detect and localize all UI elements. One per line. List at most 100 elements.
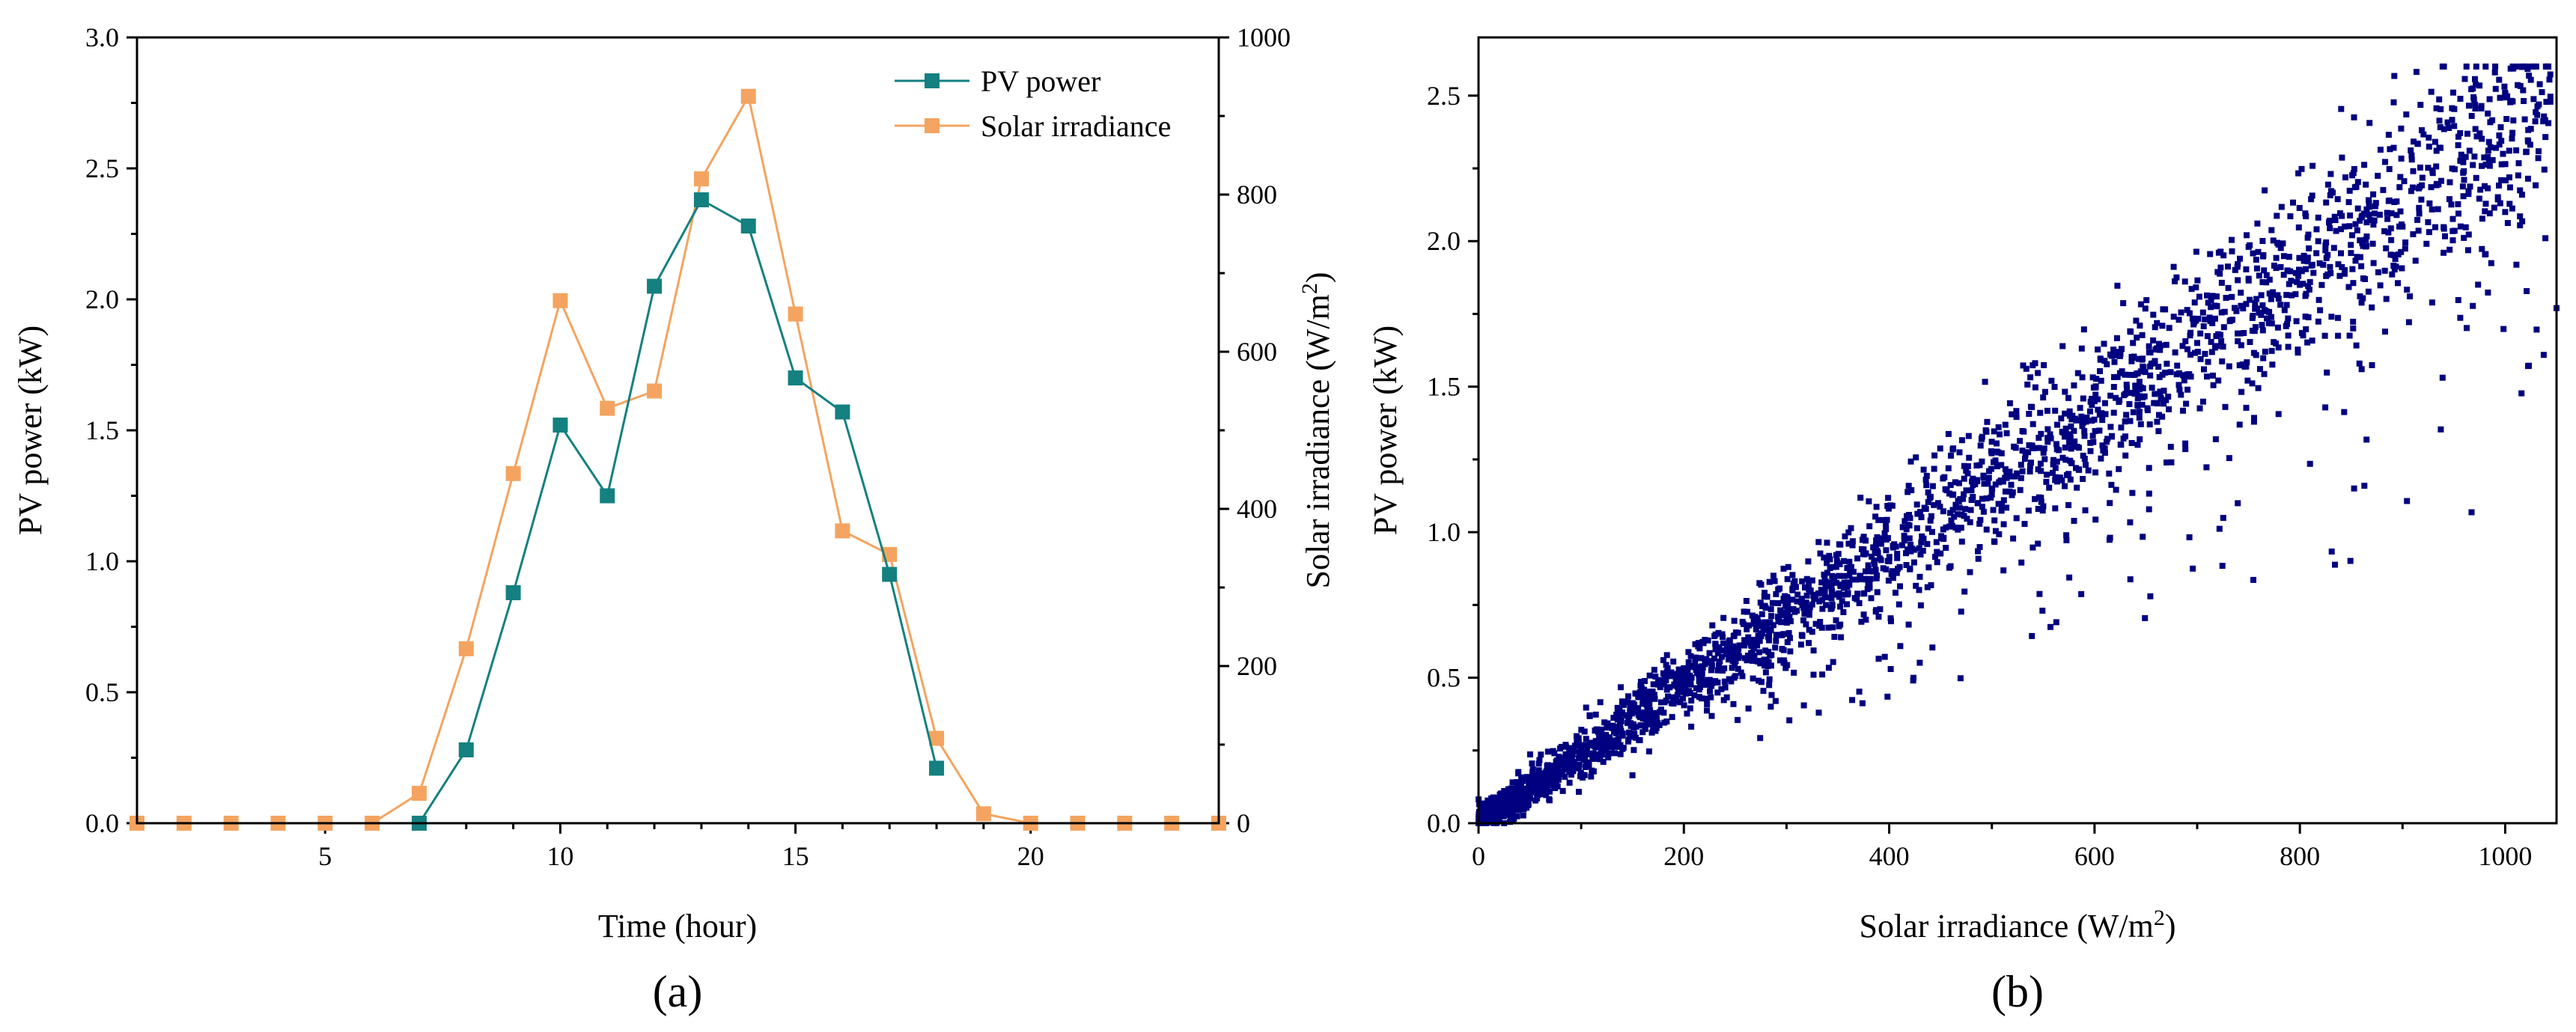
scatter-point bbox=[2155, 428, 2162, 435]
scatter-point bbox=[2146, 343, 2152, 349]
scatter-point bbox=[2534, 103, 2541, 110]
scatter-point bbox=[1704, 701, 1711, 708]
scatter-point bbox=[2251, 415, 2257, 421]
scatter-point bbox=[2041, 456, 2048, 462]
scatter-point bbox=[1927, 517, 1934, 524]
legend-marker-pv-power bbox=[925, 73, 940, 88]
scatter-point bbox=[2268, 314, 2274, 320]
scatter-point bbox=[2527, 126, 2534, 132]
scatter-point bbox=[2046, 484, 2053, 491]
scatter-point bbox=[2543, 99, 2550, 106]
scatter-point bbox=[2075, 466, 2082, 473]
scatter-point bbox=[2076, 445, 2082, 451]
scatter-point bbox=[1910, 674, 1916, 681]
scatter-point bbox=[1807, 587, 1814, 594]
scatter-point bbox=[1994, 440, 2000, 447]
scatter-point bbox=[2487, 144, 2494, 150]
scatter-point bbox=[1583, 749, 1590, 756]
scatter-point bbox=[2142, 369, 2149, 376]
scatter-point bbox=[1546, 796, 1553, 802]
scatter-point bbox=[2416, 210, 2423, 217]
scatter-point bbox=[2309, 338, 2315, 344]
scatter-point bbox=[1975, 500, 1982, 507]
scatter-point bbox=[2081, 428, 2088, 435]
scatter-point bbox=[2107, 534, 2113, 541]
scatter-point bbox=[1991, 428, 1997, 435]
scatter-point bbox=[2287, 213, 2294, 219]
scatter-point bbox=[1582, 742, 1589, 748]
scatter-point bbox=[1977, 516, 1984, 523]
scatter-point bbox=[1676, 677, 1683, 684]
scatter-point bbox=[2234, 263, 2241, 270]
scatter-point bbox=[2174, 362, 2181, 369]
scatter-point bbox=[1858, 618, 1865, 625]
scatter-point bbox=[2389, 271, 2396, 278]
scatter-point bbox=[1687, 690, 1693, 697]
scatter-point bbox=[1991, 538, 1997, 545]
scatter-point bbox=[2041, 388, 2048, 395]
scatter-point bbox=[1645, 721, 1651, 727]
scatter-point bbox=[2062, 410, 2068, 417]
scatter-point bbox=[2038, 468, 2044, 474]
scatter-point bbox=[2473, 63, 2479, 70]
scatter-point bbox=[1800, 617, 1806, 623]
scatter-point bbox=[1920, 466, 1927, 473]
scatter-point bbox=[2202, 350, 2208, 357]
scatter-point bbox=[2524, 175, 2531, 182]
scatter-point bbox=[1657, 684, 1663, 691]
scatter-point bbox=[1508, 798, 1514, 804]
scatter-point bbox=[2182, 440, 2189, 447]
scatter-point bbox=[1962, 506, 1969, 513]
scatter-point bbox=[1785, 608, 1791, 614]
scatter-point bbox=[2038, 430, 2044, 437]
scatter-point bbox=[2235, 338, 2241, 344]
scatter-point bbox=[2122, 371, 2128, 378]
scatter-point bbox=[2333, 228, 2339, 234]
scatter-point bbox=[1964, 516, 1970, 522]
scatter-point bbox=[2107, 500, 2113, 507]
scatter-point bbox=[1699, 671, 1705, 677]
scatter-point bbox=[2304, 258, 2311, 265]
scatter-point bbox=[1869, 553, 1875, 560]
scatter-point bbox=[2305, 283, 2312, 290]
scatter-point bbox=[1529, 760, 1535, 767]
scatter-point bbox=[1591, 742, 1598, 749]
scatter-point bbox=[1842, 533, 1848, 540]
scatter-point bbox=[2515, 172, 2521, 179]
scatter-point bbox=[2323, 239, 2330, 245]
scatter-point bbox=[1968, 497, 1975, 504]
scatter-point bbox=[2398, 155, 2405, 162]
scatter-point bbox=[1856, 688, 1863, 695]
scatter-point bbox=[1905, 621, 1912, 628]
scatter-point bbox=[2415, 228, 2422, 234]
scatter-point bbox=[2466, 103, 2472, 109]
scatter-point bbox=[2315, 296, 2322, 303]
scatter-point bbox=[2468, 112, 2475, 119]
scatter-point bbox=[1767, 619, 1773, 626]
scatter-point bbox=[2363, 181, 2369, 188]
scatter-point bbox=[1577, 742, 1584, 749]
scatter-point bbox=[2129, 489, 2136, 496]
scatter-point bbox=[2440, 249, 2447, 256]
scatter-point bbox=[2366, 120, 2373, 126]
scatter-point bbox=[1806, 626, 1812, 633]
scatter-point bbox=[2496, 141, 2503, 148]
scatter-point bbox=[2080, 476, 2086, 482]
scatter-point bbox=[2349, 266, 2356, 272]
scatter-point bbox=[2208, 304, 2214, 311]
scatter-point bbox=[1630, 747, 1637, 754]
scatter-point bbox=[1773, 590, 1779, 597]
scatter-point bbox=[2255, 385, 2262, 391]
scatter-point bbox=[1845, 529, 1852, 536]
scatter-point bbox=[2501, 83, 2508, 90]
scatter-point bbox=[1837, 541, 1844, 548]
scatter-point bbox=[1685, 659, 1692, 665]
scatter-point bbox=[1794, 598, 1800, 605]
scatter-point bbox=[1803, 621, 1809, 628]
scatter-point bbox=[2365, 288, 2372, 295]
scatter-point bbox=[1639, 729, 1646, 736]
scatter-point bbox=[2066, 574, 2073, 581]
scatter-point bbox=[2172, 278, 2178, 284]
scatter-point bbox=[1576, 761, 1583, 768]
scatter-point bbox=[2324, 251, 2331, 258]
